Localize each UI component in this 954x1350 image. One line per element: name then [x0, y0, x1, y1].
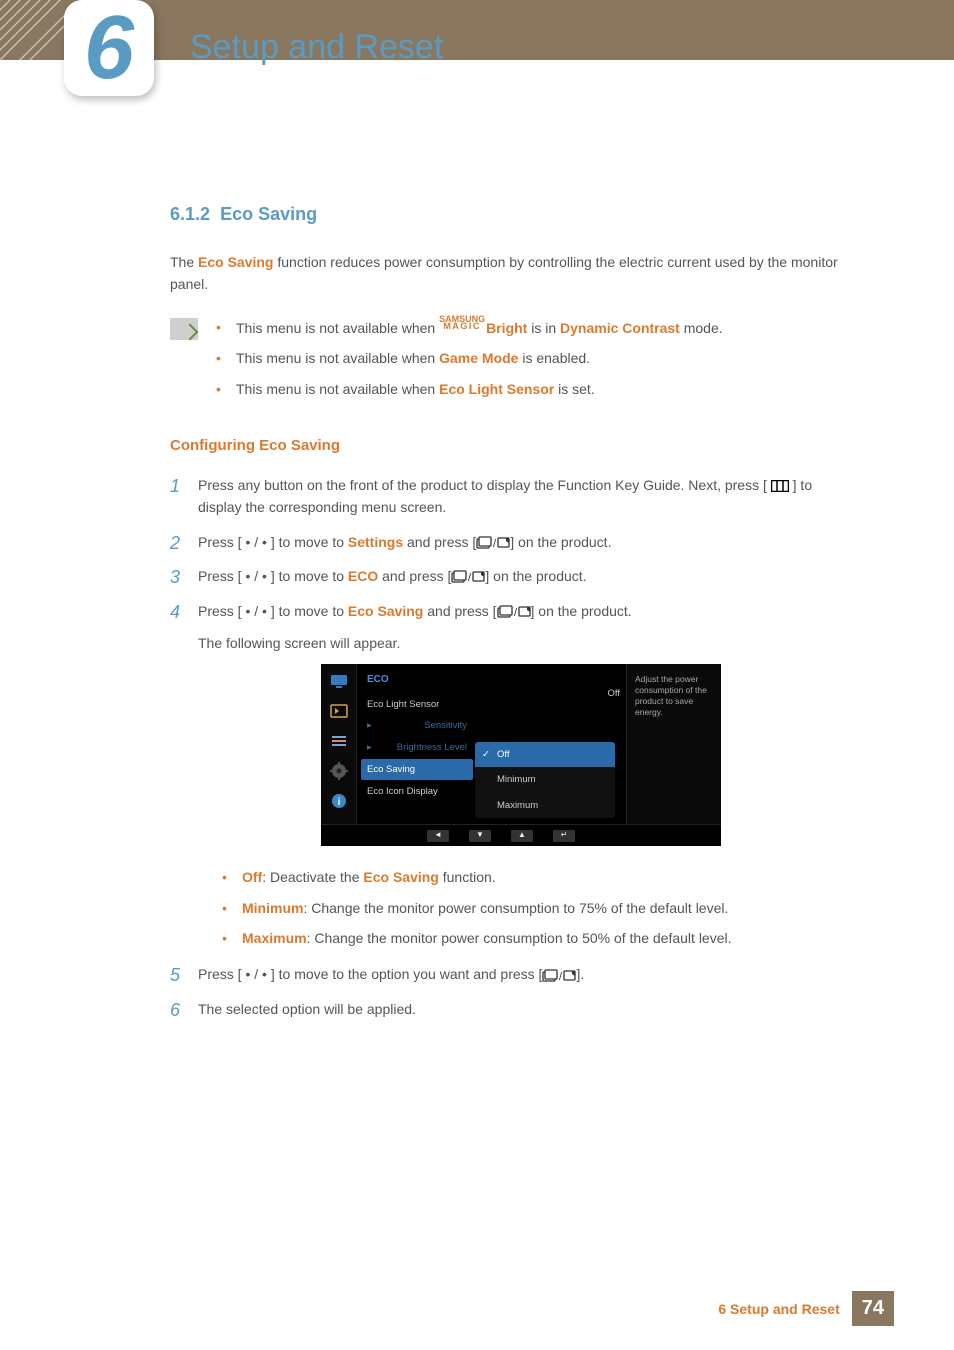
option-item: Minimum: Change the monitor power consum… — [222, 897, 844, 919]
monitor-icon — [329, 672, 349, 690]
step: Press [ • / • ] to move to ECO and press… — [170, 565, 844, 587]
term-eco-saving: Eco Saving — [198, 254, 273, 270]
options-list: Off: Deactivate the Eco Saving function.… — [222, 866, 844, 949]
osd-dropdown: Off Minimum Maximum — [475, 742, 615, 818]
osd-screenshot: i ECO Eco Light Sensor Sensitivity Brigh… — [321, 664, 721, 846]
svg-text:i: i — [337, 797, 340, 808]
intro-paragraph: The Eco Saving function reduces power co… — [170, 251, 844, 296]
osd-sidebar: i — [321, 664, 357, 824]
osd-option: Minimum — [475, 767, 615, 792]
step: Press [ • / • ] to move to the option yo… — [170, 963, 844, 985]
svg-text:/: / — [493, 538, 497, 550]
gear-icon — [329, 762, 349, 780]
enter-icons: / — [451, 570, 485, 584]
osd-title: ECO — [357, 670, 477, 694]
nav-up-icon: ▲ — [511, 830, 533, 842]
note-item: This menu is not available when Game Mod… — [216, 347, 723, 369]
section-number: 6.1.2 — [170, 204, 210, 224]
osd-menu: ECO Eco Light Sensor Sensitivity Brightn… — [357, 664, 477, 824]
enter-icons: / — [497, 605, 531, 619]
osd-item-dim: Brightness Level — [357, 737, 477, 758]
section-heading: 6.1.2 Eco Saving — [170, 200, 844, 229]
nav-down-icon: ▼ — [469, 830, 491, 842]
nav-left-icon: ◄ — [427, 830, 449, 842]
page-footer: 6 Setup and Reset 74 — [718, 1291, 894, 1326]
osd-status: Off — [608, 686, 621, 701]
step-follow: The following screen will appear. — [198, 632, 844, 654]
picture-icon — [329, 702, 349, 720]
svg-text:/: / — [514, 607, 518, 619]
note-list: This menu is not available when SAMSUNGM… — [216, 316, 723, 408]
osd-description: Adjust the power consumption of the prod… — [626, 664, 721, 824]
enter-icons: / — [476, 536, 510, 550]
page: 6 Setup and Reset 6.1.2 Eco Saving The E… — [0, 0, 954, 1350]
section-title: Eco Saving — [220, 204, 317, 224]
sub-heading: Configuring Eco Saving — [170, 434, 844, 458]
nav-enter-icon: ↵ — [553, 830, 575, 842]
note-item: This menu is not available when Eco Ligh… — [216, 378, 723, 400]
step: Press any button on the front of the pro… — [170, 474, 844, 519]
step: Press [ • / • ] to move to Settings and … — [170, 531, 844, 553]
note-block: This menu is not available when SAMSUNGM… — [170, 316, 844, 408]
steps-list: Press any button on the front of the pro… — [170, 474, 844, 1020]
osd-main: i ECO Eco Light Sensor Sensitivity Brigh… — [321, 664, 721, 824]
info-icon: i — [329, 792, 349, 810]
osd-footer: ◄ ▼ ▲ ↵ — [321, 824, 721, 846]
osd-values: Off Off Minimum Maximum — [477, 664, 626, 824]
footer-label: 6 Setup and Reset — [718, 1301, 839, 1317]
footer-page: 74 — [852, 1291, 894, 1326]
page-body: 6.1.2 Eco Saving The Eco Saving function… — [0, 60, 954, 1092]
osd-option: Maximum — [475, 793, 615, 818]
step: The selected option will be applied. — [170, 998, 844, 1020]
step: Press [ • / • ] to move to Eco Saving an… — [170, 600, 844, 950]
chapter-number: 6 — [84, 3, 134, 93]
note-item: This menu is not available when SAMSUNGM… — [216, 316, 723, 340]
list-icon — [329, 732, 349, 750]
option-item: Off: Deactivate the Eco Saving function. — [222, 866, 844, 888]
option-item: Maximum: Change the monitor power consum… — [222, 927, 844, 949]
osd-item-selected: Eco Saving — [361, 759, 473, 780]
samsung-magic-logo: SAMSUNGMAGIC — [439, 316, 485, 330]
menu-icon — [771, 480, 789, 492]
osd-item: Eco Light Sensor — [357, 694, 477, 715]
osd-item-dim: Sensitivity — [357, 715, 477, 736]
svg-text:/: / — [468, 572, 472, 584]
chapter-title: Setup and Reset — [190, 28, 443, 67]
svg-text:/: / — [559, 971, 563, 983]
chapter-badge: 6 — [64, 0, 154, 96]
osd-content: ECO Eco Light Sensor Sensitivity Brightn… — [357, 664, 721, 824]
osd-item: Eco Icon Display — [357, 781, 477, 802]
note-icon — [170, 318, 198, 340]
enter-icons: / — [542, 969, 576, 983]
osd-option-selected: Off — [475, 742, 615, 767]
